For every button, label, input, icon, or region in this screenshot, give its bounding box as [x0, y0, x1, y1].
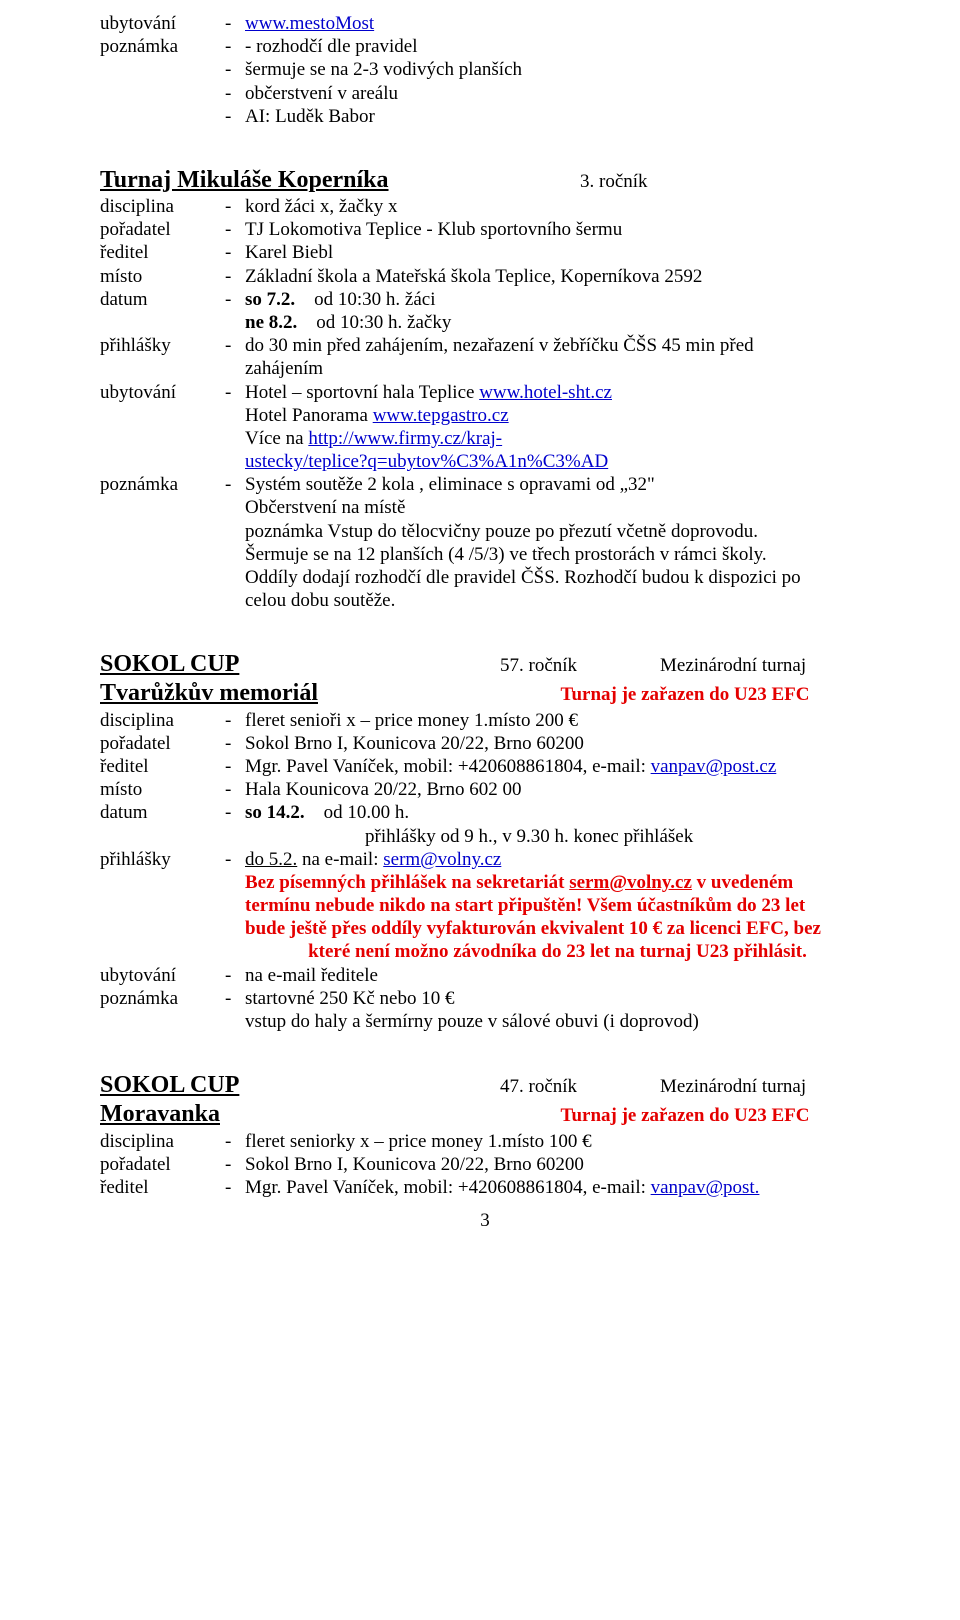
- efc-badge: Turnaj je zařazen do U23 EFC: [500, 1104, 870, 1127]
- tournament-sokol2-title1: SOKOL CUP 47. ročník Mezinárodní turnaj: [100, 1071, 870, 1100]
- label: ubytování: [100, 12, 225, 35]
- value: AI: Luděk Babor: [245, 105, 870, 128]
- row-ubytovani-kop: ubytování - Hotel – sportovní hala Tepli…: [100, 381, 870, 404]
- tournament-sokol1-title1: SOKOL CUP 57. ročník Mezinárodní turnaj: [100, 650, 870, 679]
- tournament-kopernik-title: Turnaj Mikuláše Koperníka 3. ročník: [100, 166, 870, 195]
- row-reditel: ředitel - Karel Biebl: [100, 241, 870, 264]
- row-disciplina-s2: disciplina - fleret seniorky x – price m…: [100, 1130, 870, 1153]
- row-reditel-s2: ředitel - Mgr. Pavel Vaníček, mobil: +42…: [100, 1176, 870, 1199]
- row-datum: datum - so 7.2. od 10:30 h. žáci: [100, 288, 870, 311]
- link-hotel-sht[interactable]: www.hotel-sht.cz: [479, 382, 612, 403]
- link-vanpav[interactable]: vanpav@post.cz: [651, 756, 777, 777]
- link-mestomost[interactable]: www.mestoMost: [245, 13, 374, 34]
- row-poznamka-top: poznámka - - rozhodčí dle pravidel: [100, 35, 870, 58]
- row-misto: místo - Základní škola a Mateřská škola …: [100, 265, 870, 288]
- tournament-sokol2-title2: Moravanka Turnaj je zařazen do U23 EFC: [100, 1100, 870, 1129]
- row-ubytovani-s1: ubytování - na e-mail ředitele: [100, 964, 870, 987]
- rocnik: 3. ročník: [580, 170, 870, 193]
- row-datum-s1: datum - so 14.2. od 10.00 h.: [100, 801, 870, 824]
- label: poznámka: [100, 35, 225, 58]
- value: šermuje se na 2-3 vodivých planších: [245, 58, 870, 81]
- page-number: 3: [100, 1209, 870, 1232]
- dash: -: [225, 12, 245, 35]
- value: občerstvení v areálu: [245, 82, 870, 105]
- link-firmy-2[interactable]: ustecky/teplice?q=ubytov%C3%A1n%C3%AD: [245, 451, 608, 472]
- value: - rozhodčí dle pravidel: [245, 35, 870, 58]
- row-ubytovani: ubytování - www.mestoMost: [100, 12, 870, 35]
- row-poradatel-s2: pořadatel - Sokol Brno I, Kounicova 20/2…: [100, 1153, 870, 1176]
- link-vanpav-2[interactable]: vanpav@post.: [651, 1177, 760, 1198]
- row-poznamka-s1: poznámka - startovné 250 Kč nebo 10 €: [100, 987, 870, 1010]
- row-misto-s1: místo - Hala Kounicova 20/22, Brno 602 0…: [100, 778, 870, 801]
- link-firmy[interactable]: http://www.firmy.cz/kraj-: [308, 428, 502, 449]
- link-serm-red[interactable]: serm@volny.cz: [569, 872, 692, 893]
- row-poznamka-kop: poznámka - Systém soutěže 2 kola , elimi…: [100, 473, 870, 496]
- row-prihlasky-s1: přihlášky - do 5.2. na e-mail: serm@voln…: [100, 848, 870, 871]
- row-reditel-s1: ředitel - Mgr. Pavel Vaníček, mobil: +42…: [100, 755, 870, 778]
- row-poradatel-s1: pořadatel - Sokol Brno I, Kounicova 20/2…: [100, 732, 870, 755]
- link-tepgastro[interactable]: www.tepgastro.cz: [373, 405, 509, 426]
- row-prihlasky: přihlášky - do 30 min před zahájením, ne…: [100, 334, 870, 357]
- row-disciplina-s1: disciplina - fleret senioři x – price mo…: [100, 709, 870, 732]
- efc-badge: Turnaj je zařazen do U23 EFC: [500, 683, 870, 706]
- row-disciplina: disciplina - kord žáci x, žačky x: [100, 195, 870, 218]
- tournament-title: Turnaj Mikuláše Koperníka: [100, 166, 389, 195]
- link-serm[interactable]: serm@volny.cz: [383, 849, 501, 870]
- row-poradatel: pořadatel - TJ Lokomotiva Teplice - Klub…: [100, 218, 870, 241]
- tournament-sokol1-title2: Tvarůžkův memoriál Turnaj je zařazen do …: [100, 679, 870, 708]
